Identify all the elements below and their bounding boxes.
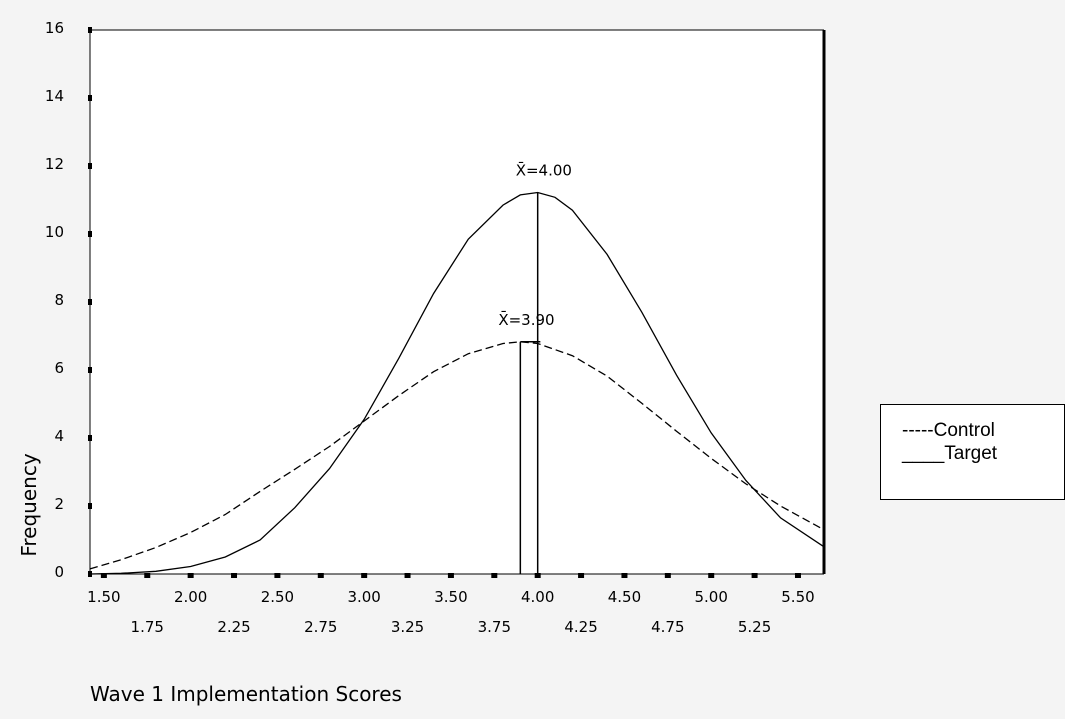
x-tick-mark: [447, 573, 454, 578]
x-axis-title: Wave 1 Implementation Scores: [90, 682, 402, 706]
x-tick-label: 5.50: [781, 588, 814, 606]
x-tick-mark: [578, 573, 585, 578]
x-tick-label: 1.75: [131, 618, 164, 636]
x-tick-mark: [621, 573, 628, 578]
y-tick-label: 14: [45, 87, 64, 105]
x-tick-label: 4.75: [651, 618, 684, 636]
x-tick-mark: [708, 573, 715, 578]
y-axis-title: Frequency: [17, 453, 41, 556]
x-tick-mark: [361, 573, 368, 578]
y-tick-mark: [88, 95, 92, 101]
mean-label: X̄=3.90: [498, 310, 554, 329]
y-tick-mark: [88, 27, 92, 33]
plot-background: [90, 30, 824, 574]
x-tick-mark: [534, 573, 541, 578]
y-tick-mark: [88, 231, 92, 237]
x-tick-mark: [274, 573, 281, 578]
y-tick-label: 0: [54, 563, 64, 581]
x-tick-label: 2.00: [174, 588, 207, 606]
x-tick-label: 3.50: [434, 588, 467, 606]
series-line-control: [89, 341, 825, 570]
legend-entry-control: -----Control: [902, 420, 995, 441]
x-tick-mark: [144, 573, 151, 578]
x-tick-label: 3.75: [478, 618, 511, 636]
x-tick-mark: [794, 573, 801, 578]
x-tick-label: 4.00: [521, 588, 554, 606]
x-tick-mark: [317, 573, 324, 578]
legend-entry-target: ____Target: [902, 443, 998, 464]
x-tick-mark: [664, 573, 671, 578]
legend: -----Control ____Target: [880, 404, 1065, 500]
x-tick-mark: [231, 573, 238, 578]
y-tick-mark: [88, 435, 92, 441]
y-tick-mark: [88, 503, 92, 509]
x-tick-mark: [404, 573, 411, 578]
x-tick-label: 5.00: [695, 588, 728, 606]
x-tick-label: 3.25: [391, 618, 424, 636]
x-tick-mark: [100, 573, 107, 578]
mean-label: X̄=4.00: [516, 161, 572, 180]
x-tick-label: 5.25: [738, 618, 771, 636]
x-tick-label: 4.50: [608, 588, 641, 606]
series-line-target: [89, 191, 825, 575]
y-tick-label: 8: [54, 291, 64, 309]
y-tick-label: 2: [54, 495, 64, 513]
y-tick-label: 10: [45, 223, 64, 241]
x-tick-label: 2.75: [304, 618, 337, 636]
x-tick-label: 3.00: [347, 588, 380, 606]
y-tick-label: 4: [54, 427, 64, 445]
x-tick-mark: [751, 573, 758, 578]
x-tick-label: 4.25: [564, 618, 597, 636]
y-tick-label: 16: [45, 19, 64, 37]
y-tick-mark: [88, 299, 92, 305]
x-tick-mark: [491, 573, 498, 578]
x-tick-label: 1.50: [87, 588, 120, 606]
x-tick-label: 2.50: [261, 588, 294, 606]
y-tick-mark: [88, 367, 92, 373]
y-tick-label: 12: [45, 155, 64, 173]
x-tick-label: 2.25: [217, 618, 250, 636]
plot-area: 0 2 4 6 8 10 12 14 16 1.50 2.00 2.50 3.00 3.50 4.00 4.5…: [45, 19, 826, 636]
y-tick-mark: [88, 163, 92, 169]
y-tick-label: 6: [54, 359, 64, 377]
x-tick-mark: [187, 573, 194, 578]
